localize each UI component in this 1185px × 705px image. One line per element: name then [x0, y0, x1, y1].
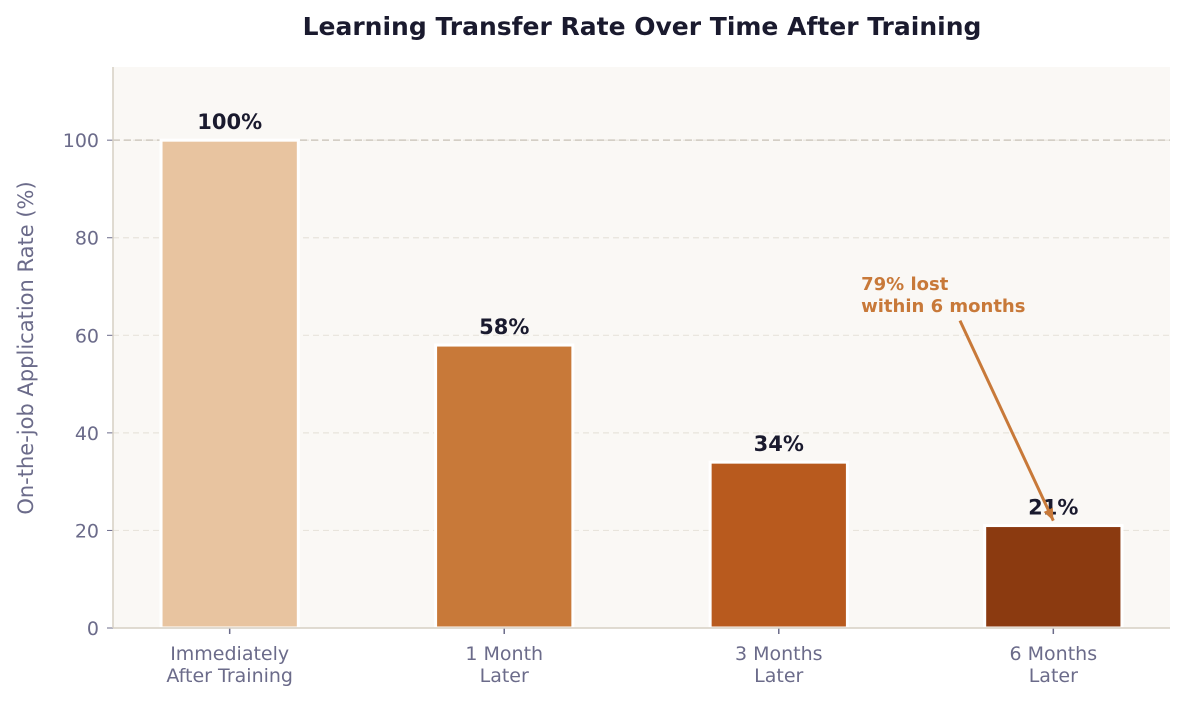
- x-tick-label: 3 Months: [735, 643, 823, 665]
- x-tick-label: Later: [480, 665, 529, 687]
- y-axis-label: On-the-job Application Rate (%): [14, 181, 38, 514]
- y-tick-label: 80: [75, 228, 99, 250]
- annotation-arrow: [958, 320, 1055, 522]
- x-tick-label: Later: [754, 665, 803, 687]
- data-label: 100%: [197, 110, 262, 134]
- y-tick-label: 40: [75, 423, 99, 445]
- arrow-head-icon: [1043, 507, 1054, 521]
- y-tick-label: 60: [75, 325, 99, 347]
- data-label: 58%: [479, 315, 529, 339]
- annotation-text: 79% lost: [861, 274, 949, 295]
- x-tick-label: 1 Month: [465, 643, 543, 665]
- data-label: 34%: [754, 432, 804, 456]
- x-tick-label: Later: [1029, 665, 1078, 687]
- x-tick-label: Immediately: [170, 643, 289, 665]
- x-tick-label: 6 Months: [1010, 643, 1098, 665]
- annotation-text: within 6 months: [861, 296, 1025, 317]
- y-tick-label: 0: [87, 618, 99, 640]
- data-label: 21%: [1028, 496, 1078, 520]
- chart-title: Learning Transfer Rate Over Time After T…: [303, 12, 982, 41]
- bar: [159, 138, 300, 630]
- y-tick-label: 100: [63, 130, 99, 152]
- x-tick-label: After Training: [166, 665, 293, 687]
- bar: [434, 343, 575, 630]
- bar: [983, 524, 1124, 630]
- bar: [708, 460, 849, 630]
- y-tick-label: 20: [75, 520, 99, 542]
